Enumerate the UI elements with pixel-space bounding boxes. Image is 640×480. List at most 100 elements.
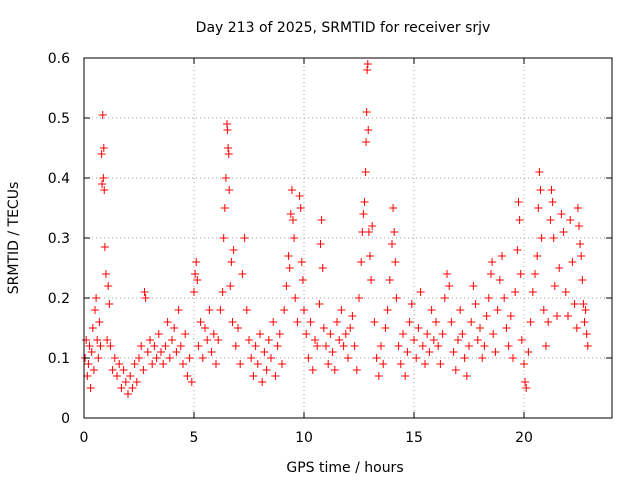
data-point <box>95 318 104 326</box>
data-point <box>522 384 531 392</box>
data-point <box>285 264 294 272</box>
data-point <box>370 318 379 326</box>
x-tick-label: 20 <box>515 430 533 446</box>
data-point <box>425 348 434 356</box>
data-point <box>385 276 394 284</box>
data-point <box>92 294 101 302</box>
data-point <box>251 342 260 350</box>
data-point <box>333 318 341 326</box>
data-point <box>247 354 256 362</box>
data-point <box>146 336 154 344</box>
data-point <box>304 354 313 362</box>
data-point <box>139 366 148 374</box>
data-point <box>390 228 399 236</box>
data-point <box>493 306 502 314</box>
data-point <box>513 246 522 254</box>
data-point <box>218 288 227 296</box>
data-point <box>316 240 325 248</box>
data-point <box>564 312 572 320</box>
data-point <box>291 294 300 302</box>
data-point <box>185 354 194 362</box>
y-tick-label: 0.5 <box>48 111 70 127</box>
data-point <box>537 234 546 242</box>
data-point <box>269 318 278 326</box>
data-point <box>198 354 207 362</box>
data-point <box>108 366 117 374</box>
data-point <box>148 360 157 368</box>
data-point <box>456 306 465 314</box>
data-point <box>407 300 416 308</box>
data-point <box>581 306 590 314</box>
data-point <box>319 324 328 332</box>
data-point <box>533 252 542 260</box>
chart-title: Day 213 of 2025, SRMTID for receiver srj… <box>196 20 491 36</box>
y-tick-label: 0.2 <box>48 291 70 307</box>
data-point <box>509 354 517 362</box>
data-point <box>278 360 286 368</box>
data-point <box>83 372 92 380</box>
data-point <box>438 330 447 338</box>
data-point <box>287 186 296 194</box>
data-point <box>432 318 440 326</box>
y-tick-label: 0.4 <box>48 171 70 187</box>
x-tick-label: 10 <box>295 430 313 446</box>
data-point <box>94 354 103 362</box>
data-point <box>429 336 438 344</box>
data-point <box>315 300 324 308</box>
data-point <box>201 324 209 332</box>
data-point <box>187 378 196 386</box>
data-point <box>374 372 383 380</box>
data-point <box>515 216 524 224</box>
data-point <box>297 258 306 266</box>
data-point <box>337 306 346 314</box>
y-axis-title: SRMTID / TECUs <box>6 182 22 295</box>
data-point <box>226 282 235 290</box>
data-point <box>388 240 396 248</box>
data-point <box>231 342 240 350</box>
data-point <box>440 294 449 302</box>
data-point <box>339 342 348 350</box>
data-point <box>227 258 236 266</box>
data-point <box>128 384 137 392</box>
data-point <box>150 342 159 350</box>
data-point <box>542 342 550 350</box>
data-point <box>154 330 163 338</box>
data-point <box>443 270 451 278</box>
data-point <box>575 222 583 230</box>
data-point <box>488 258 497 266</box>
data-point <box>238 270 247 278</box>
data-point <box>368 222 377 230</box>
data-point <box>159 360 168 368</box>
data-point <box>531 270 539 278</box>
data-point <box>423 330 432 338</box>
data-point <box>318 264 327 272</box>
data-point <box>322 342 330 350</box>
data-point <box>99 174 108 182</box>
data-point <box>282 282 291 290</box>
data-point <box>412 354 421 362</box>
data-point <box>568 258 577 266</box>
data-point <box>445 282 454 290</box>
data-point <box>100 243 109 251</box>
data-point <box>152 354 161 362</box>
data-point <box>113 372 121 380</box>
data-point <box>578 276 587 284</box>
data-point <box>260 348 269 356</box>
data-point <box>577 252 586 260</box>
data-point <box>487 270 495 278</box>
data-point <box>216 306 225 314</box>
data-point <box>449 348 458 356</box>
data-point <box>289 216 297 224</box>
data-point <box>498 252 506 260</box>
data-point <box>88 324 97 332</box>
data-point <box>99 144 108 152</box>
data-point <box>306 318 315 326</box>
data-point <box>93 336 102 344</box>
data-point <box>341 330 350 338</box>
data-point <box>286 210 295 218</box>
data-point <box>471 300 480 308</box>
data-point <box>544 318 553 326</box>
data-point <box>491 348 500 356</box>
data-point <box>165 354 174 362</box>
